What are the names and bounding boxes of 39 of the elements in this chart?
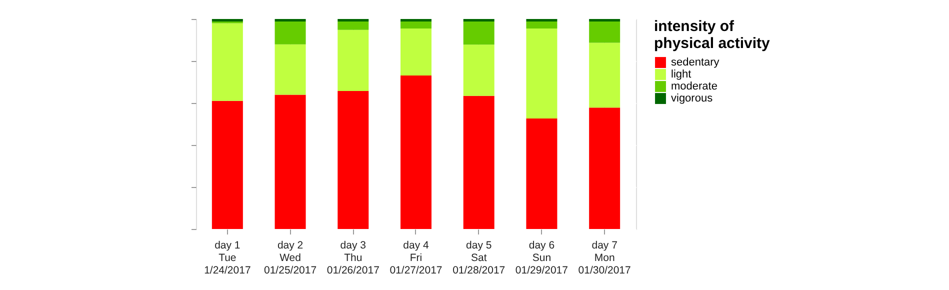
x-tick-label: day 5 Sat 01/28/2017 [452,240,506,276]
bar [400,75,432,229]
bar [400,19,432,22]
bar [338,22,369,30]
x-tick-label: day 6 Sun 01/29/2017 [515,240,568,276]
bar [463,19,494,22]
bar [400,22,432,28]
bar [274,94,306,229]
bar [338,30,369,92]
bar [400,28,432,76]
bar [526,118,558,229]
legend-label: vigorous [671,92,714,104]
bar [526,22,558,28]
legend-title: intensity of physical activity [654,18,771,52]
x-tick-label: day 4 Fri 01/27/2017 [390,240,442,276]
bar [274,19,306,22]
bar [212,23,243,101]
x-tick-label: day 3 Thu 01/26/2017 [326,240,380,276]
legend-label: light [671,68,692,80]
legend-label: sedentary [671,56,720,68]
bar [589,108,620,229]
legend-label: moderate [671,80,718,92]
bar [526,19,558,22]
bar [212,19,243,22]
x-tick-label: day 1 Tue 1/24/2017 [204,240,251,276]
bar [589,22,620,43]
bar [274,22,306,44]
bar [274,44,306,95]
bar [526,28,558,119]
bar [463,22,494,45]
bar [463,44,494,96]
x-tick-label: day 2 Wed 01/25/2017 [264,240,317,276]
bar [338,91,369,229]
bar [589,19,620,22]
bar [212,100,243,229]
bar [589,42,620,108]
bar [338,19,369,22]
x-tick-label: day 7 Mon 01/30/2017 [578,240,631,276]
bar [463,96,494,229]
